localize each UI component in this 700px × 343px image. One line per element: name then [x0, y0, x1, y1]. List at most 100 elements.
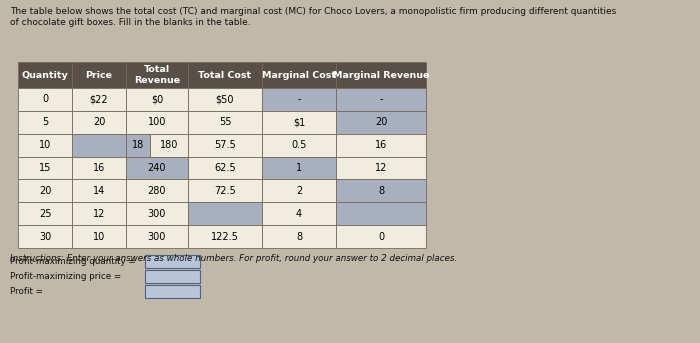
Text: 25: 25 — [38, 209, 51, 219]
Bar — [72, 202, 126, 225]
Text: 20: 20 — [374, 117, 387, 127]
Text: $22: $22 — [90, 94, 108, 104]
Bar — [72, 225, 126, 248]
Text: Instructions: Enter your answers as whole numbers. For profit, round your answer: Instructions: Enter your answers as whol… — [10, 254, 457, 263]
Text: 300: 300 — [148, 209, 166, 219]
Text: 122.5: 122.5 — [211, 232, 239, 241]
Text: $50: $50 — [216, 94, 234, 104]
Text: 300: 300 — [148, 232, 166, 241]
Text: 12: 12 — [93, 209, 105, 219]
Text: 18: 18 — [132, 140, 144, 150]
Text: -: - — [298, 94, 301, 104]
Text: Quantity: Quantity — [22, 71, 69, 80]
Text: 20: 20 — [93, 117, 105, 127]
Bar — [262, 134, 336, 156]
Bar — [336, 156, 426, 179]
Bar — [18, 179, 72, 202]
Bar — [145, 270, 200, 283]
Bar — [18, 111, 72, 134]
Bar — [18, 88, 72, 111]
Bar — [126, 225, 188, 248]
Text: 240: 240 — [148, 163, 167, 173]
Text: 8: 8 — [378, 186, 384, 196]
Bar — [18, 134, 72, 156]
Text: Price: Price — [85, 71, 113, 80]
Text: $0: $0 — [151, 94, 163, 104]
Text: Profit =: Profit = — [10, 287, 43, 296]
Text: Profit-maximizing price =: Profit-maximizing price = — [10, 272, 121, 281]
Text: 62.5: 62.5 — [214, 163, 236, 173]
Bar — [336, 134, 426, 156]
Bar — [188, 62, 262, 88]
Bar — [126, 179, 188, 202]
Bar — [336, 111, 426, 134]
Bar — [188, 225, 262, 248]
Text: 0: 0 — [42, 94, 48, 104]
Bar — [188, 111, 262, 134]
Text: 1: 1 — [296, 163, 302, 173]
Bar — [188, 134, 262, 156]
Bar — [262, 202, 336, 225]
Bar — [72, 134, 126, 156]
Bar — [72, 156, 126, 179]
Bar — [188, 202, 262, 225]
Bar — [18, 225, 72, 248]
Text: 57.5: 57.5 — [214, 140, 236, 150]
Text: 20: 20 — [38, 186, 51, 196]
Bar — [72, 111, 126, 134]
Bar — [126, 202, 188, 225]
Bar — [336, 179, 426, 202]
Text: 72.5: 72.5 — [214, 186, 236, 196]
Bar — [336, 225, 426, 248]
Text: 55: 55 — [218, 117, 231, 127]
Text: 14: 14 — [93, 186, 105, 196]
Text: 30: 30 — [39, 232, 51, 241]
Bar — [126, 88, 188, 111]
Text: 15: 15 — [38, 163, 51, 173]
Bar — [126, 156, 188, 179]
Text: 16: 16 — [375, 140, 387, 150]
Bar — [336, 202, 426, 225]
Bar — [262, 111, 336, 134]
Text: Total
Revenue: Total Revenue — [134, 65, 180, 85]
Bar — [150, 134, 188, 156]
Text: 4: 4 — [296, 209, 302, 219]
Text: 5: 5 — [42, 117, 48, 127]
Text: 0: 0 — [378, 232, 384, 241]
Text: 16: 16 — [93, 163, 105, 173]
Text: 0.5: 0.5 — [291, 140, 307, 150]
Bar — [72, 88, 126, 111]
Bar — [188, 179, 262, 202]
Text: 10: 10 — [39, 140, 51, 150]
Text: Marginal Cost: Marginal Cost — [262, 71, 336, 80]
Bar — [336, 62, 426, 88]
Bar — [126, 111, 188, 134]
Bar — [262, 179, 336, 202]
Bar — [72, 179, 126, 202]
Bar — [126, 134, 150, 156]
Bar — [188, 88, 262, 111]
Text: 12: 12 — [374, 163, 387, 173]
Bar — [262, 88, 336, 111]
Text: 280: 280 — [148, 186, 167, 196]
Text: The table below shows the total cost (TC) and marginal cost (MC) for Choco Lover: The table below shows the total cost (TC… — [10, 7, 616, 16]
Bar — [262, 225, 336, 248]
Bar — [262, 156, 336, 179]
Text: Marginal Revenue: Marginal Revenue — [332, 71, 429, 80]
Bar — [336, 88, 426, 111]
Bar — [18, 62, 72, 88]
Text: $1: $1 — [293, 117, 305, 127]
Bar — [145, 285, 200, 298]
Text: of chocolate gift boxes. Fill in the blanks in the table.: of chocolate gift boxes. Fill in the bla… — [10, 18, 251, 27]
Text: Total Cost: Total Cost — [198, 71, 251, 80]
Text: -: - — [379, 94, 383, 104]
Bar — [262, 62, 336, 88]
Text: 100: 100 — [148, 117, 166, 127]
Bar — [18, 156, 72, 179]
Bar — [188, 156, 262, 179]
Text: 180: 180 — [160, 140, 178, 150]
Text: 8: 8 — [296, 232, 302, 241]
Bar — [18, 202, 72, 225]
Text: 10: 10 — [93, 232, 105, 241]
Bar — [145, 255, 200, 268]
